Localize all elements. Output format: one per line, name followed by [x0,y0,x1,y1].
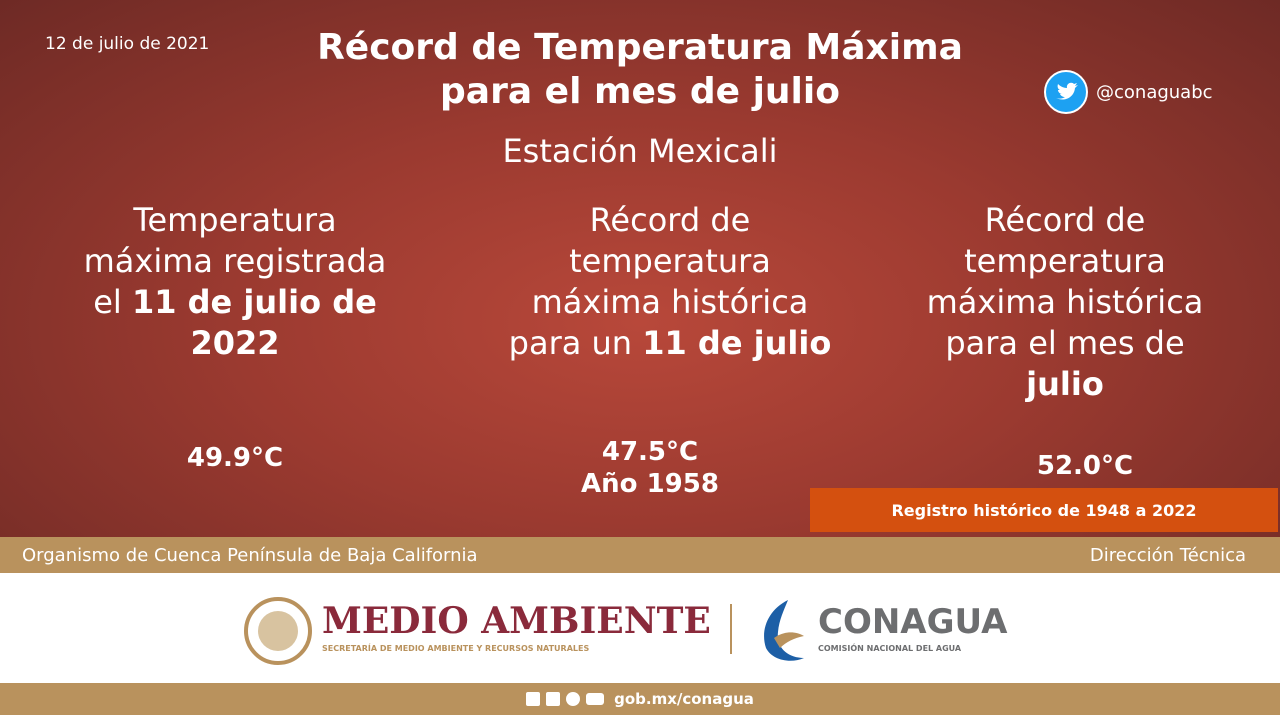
value-text: Año 1958 [581,469,719,499]
banner: Registro histórico de 1948 a 2022 [810,488,1278,532]
heading-text: Récord de temperatura máxima histórica p… [926,201,1204,362]
semarnat-logo: MEDIO AMBIENTE [322,600,711,642]
heading-bold: 11 de julio de 2022 [131,283,377,362]
heading-bold: 11 de julio [642,324,832,362]
hero: 12 de julio de 2021 Récord de Temperatur… [0,0,1280,537]
conagua-logo: CONAGUA [818,602,1008,642]
value-text: 49.9°C [186,443,284,473]
footer-right: Dirección Técnica [1089,545,1246,566]
title: Récord de Temperatura Máxima para el mes… [240,26,1040,114]
column-heading: Récord de temperatura máxima histórica p… [920,200,1210,405]
value: 49.9°C [135,442,335,474]
social-bar: gob.mx/conagua [0,683,1280,715]
logos: MEDIO AMBIENTE SECRETARÍA DE MEDIO AMBIE… [0,580,1280,683]
value-text: 47.5°C [601,437,699,467]
column-heading: Temperatura máxima registrada el 11 de j… [65,200,405,364]
value: 52.0°C [985,450,1185,482]
heading-text: Récord de temperatura máxima histórica p… [508,201,809,362]
footer-bar: Organismo de Cuenca Península de Baja Ca… [0,537,1280,573]
twitter-icon [1044,70,1088,114]
conagua-sub: COMISIÓN NACIONAL DEL AGUA [818,644,962,653]
semarnat-sub: SECRETARÍA DE MEDIO AMBIENTE Y RECURSOS … [322,644,590,653]
url[interactable]: gob.mx/conagua [614,690,754,708]
column-heading: Récord de temperatura máxima histórica p… [505,200,835,364]
heading-bold: julio [1026,365,1104,403]
station: Estación Mexicali [502,132,778,170]
footer-left: Organismo de Cuenca Península de Baja Ca… [22,545,478,566]
heading-text: Temperatura máxima registrada el [83,201,387,321]
title-line: Récord de Temperatura Máxima [317,27,963,68]
twitter[interactable]: @conaguabc [1044,70,1213,114]
date: 12 de julio de 2021 [45,34,210,54]
value-text: 52.0°C [1036,451,1134,481]
social-icons [526,692,605,706]
emblem [244,597,312,665]
twitter-handle: @conaguabc [1096,81,1213,103]
conagua-icon [764,600,804,661]
value: 47.5°C Año 1958 [550,436,750,500]
divider [730,604,732,654]
title-line: para el mes de julio [440,71,840,112]
